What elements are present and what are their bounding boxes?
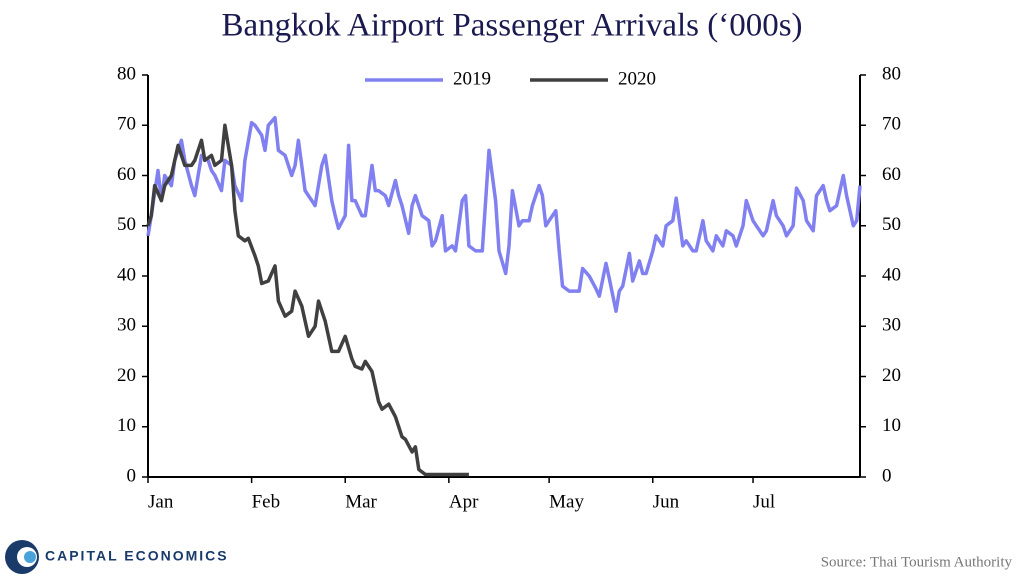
y-tick-label: 40 bbox=[117, 264, 136, 285]
y2-tick-label: 70 bbox=[882, 114, 901, 135]
logo bbox=[5, 540, 39, 574]
y2-tick-label: 0 bbox=[882, 465, 892, 486]
y-tick-label: 10 bbox=[117, 415, 136, 436]
y2-tick-label: 30 bbox=[882, 315, 901, 336]
y-tick-label: 60 bbox=[117, 164, 136, 185]
x-tick-label: May bbox=[549, 491, 584, 512]
x-tick-label: Jun bbox=[653, 491, 680, 512]
x-tick-label: Jan bbox=[148, 491, 174, 512]
brand: CAPITAL ECONOMICS bbox=[45, 548, 229, 564]
y2-tick-label: 10 bbox=[882, 415, 901, 436]
source: Source: Thai Tourism Authority bbox=[821, 554, 1013, 570]
y-tick-label: 20 bbox=[117, 365, 136, 386]
y-tick-label: 50 bbox=[117, 214, 136, 235]
y2-tick-label: 50 bbox=[882, 214, 901, 235]
y-tick-label: 80 bbox=[117, 63, 136, 84]
x-tick-label: Apr bbox=[449, 491, 479, 512]
y2-tick-label: 20 bbox=[882, 365, 901, 386]
legend-label: 2019 bbox=[453, 68, 491, 89]
x-tick-label: Mar bbox=[345, 491, 377, 512]
legend-label: 2020 bbox=[618, 68, 656, 89]
y2-tick-label: 40 bbox=[882, 264, 901, 285]
y-tick-label: 0 bbox=[127, 465, 137, 486]
y-tick-label: 30 bbox=[117, 315, 136, 336]
x-tick-label: Jul bbox=[753, 491, 775, 512]
y2-tick-label: 80 bbox=[882, 63, 901, 84]
y2-tick-label: 60 bbox=[882, 164, 901, 185]
y-tick-label: 70 bbox=[117, 114, 136, 135]
chart-title: Bangkok Airport Passenger Arrivals (‘000… bbox=[221, 8, 802, 44]
x-tick-label: Feb bbox=[252, 491, 281, 512]
line bbox=[146, 115, 862, 313]
line bbox=[146, 123, 469, 477]
